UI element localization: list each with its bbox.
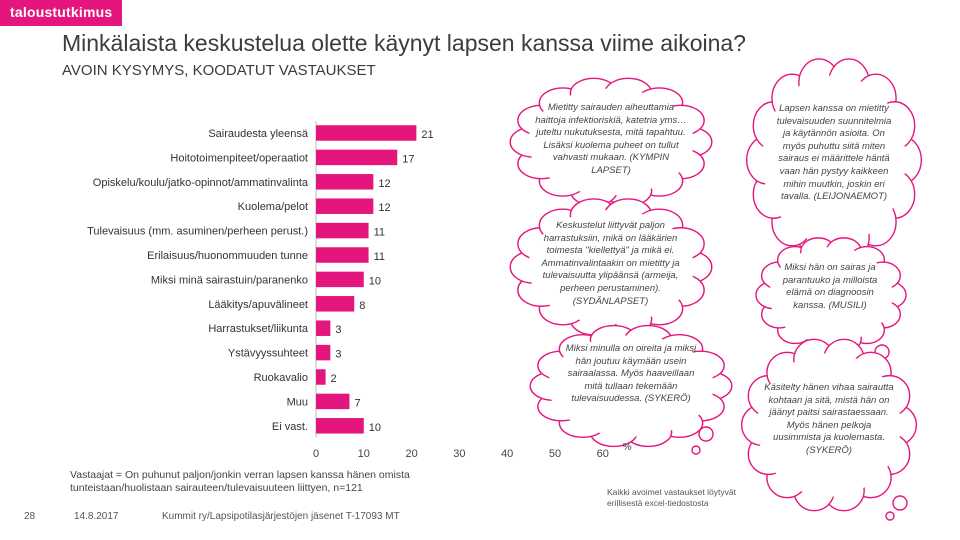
category-label: Erilaisuus/huonommuuden tunne <box>147 250 308 262</box>
value-label: 12 <box>378 202 390 214</box>
bar <box>316 271 364 288</box>
bar <box>316 320 331 336</box>
value-label: 8 <box>359 300 365 312</box>
cloud-body <box>757 353 901 497</box>
bar <box>316 174 374 190</box>
category-label: Muu <box>287 396 308 408</box>
quote-leijonaemot: Lapsen kanssa on mietitty tulevaisuuden … <box>776 103 892 203</box>
value-label: 10 <box>369 275 381 287</box>
cloud-tail-dot <box>885 511 895 521</box>
category-label: Ystävyyssuhteet <box>228 348 308 360</box>
category-label: Hoitotoimenpiteet/operaatiot <box>170 152 308 164</box>
footnote-label: Vastaajat = <box>70 469 123 481</box>
bar <box>316 296 355 312</box>
bar <box>316 418 364 434</box>
category-label: Kuolema/pelot <box>238 201 308 213</box>
x-unit-label: % <box>623 442 632 453</box>
x-tick-label: 30 <box>453 448 465 460</box>
category-label: Opiskelu/koulu/jatko-opinnot/ammatinvali… <box>93 177 309 189</box>
value-label: 11 <box>374 227 385 239</box>
cloud-body <box>548 335 714 437</box>
x-tick-label: 10 <box>358 448 370 460</box>
category-label: Lääkitys/apuvälineet <box>208 299 308 311</box>
value-label: 3 <box>335 324 341 336</box>
page-title: Minkälaista keskustelua olette käynyt la… <box>62 30 746 56</box>
cloud-body <box>528 88 694 196</box>
category-label: Miksi minä sairastuin/paranenko <box>151 274 308 286</box>
quote-musili: Miksi hän on sairas ja parantuuko ja mil… <box>782 262 878 311</box>
x-tick-label: 20 <box>405 448 417 460</box>
bar <box>316 369 326 385</box>
value-label: 7 <box>354 397 360 409</box>
source-note: Kummit ry/Lapsipotilasjärjestöjen jäsene… <box>162 511 400 522</box>
cloud-body <box>769 247 893 343</box>
x-tick-label: 40 <box>501 448 513 460</box>
cloud-tail-dot <box>892 495 908 511</box>
category-label: Sairaudesta yleensä <box>208 128 309 140</box>
footnote-text: On puhunut paljon/jonkin verran lapsen k… <box>70 469 410 494</box>
bar <box>316 149 398 166</box>
x-tick-label: 0 <box>313 448 319 460</box>
bar <box>316 198 374 214</box>
footnote: Vastaajat = On puhunut paljon/jonkin ver… <box>70 469 430 495</box>
bar <box>316 247 369 263</box>
bar <box>316 222 369 239</box>
category-label: Tulevaisuus (mm. asuminen/perheen perust… <box>87 226 308 238</box>
x-tick-label: 60 <box>597 448 609 460</box>
value-label: 3 <box>335 349 341 361</box>
page-number: 28 <box>24 511 36 522</box>
page-subtitle: AVOIN KYSYMYS, KOODATUT VASTAUKSET <box>62 62 376 79</box>
category-label: Ei vast. <box>272 421 308 433</box>
cloud-tail-dot <box>691 445 701 455</box>
x-tick-label: 50 <box>549 448 561 460</box>
value-label: 17 <box>402 153 414 165</box>
category-label: Ruokavalio <box>254 372 308 384</box>
category-label: Harrastukset/liikunta <box>208 323 309 335</box>
quote-sykero-2: Käsitelty hänen vihaa sairautta kohtaan … <box>764 382 894 456</box>
value-label: 21 <box>421 129 433 141</box>
value-label: 11 <box>374 251 385 263</box>
bar <box>316 344 331 361</box>
cloud-body <box>762 75 906 245</box>
value-label: 12 <box>378 178 390 190</box>
report-date: 14.8.2017 <box>74 511 119 522</box>
quote-sykero-1: Miksi minulla on oireita ja miksi hän jo… <box>565 343 697 405</box>
cloud-tail-dot <box>698 426 714 442</box>
value-label: 2 <box>331 373 337 385</box>
brand-logo: taloustutkimus <box>0 0 123 26</box>
quote-sydanlapset: Keskustelut liittyvät paljon harrastuksi… <box>541 220 680 307</box>
value-label: 10 <box>369 422 381 434</box>
bar <box>316 393 350 410</box>
cloud-body <box>528 209 694 325</box>
quote-kympin-lapset: Mietitty sairauden aiheuttamia haittoja … <box>535 102 687 176</box>
bar <box>316 125 417 141</box>
excel-note: Kaikki avoimet vastaukset löytyvät erill… <box>607 487 736 508</box>
